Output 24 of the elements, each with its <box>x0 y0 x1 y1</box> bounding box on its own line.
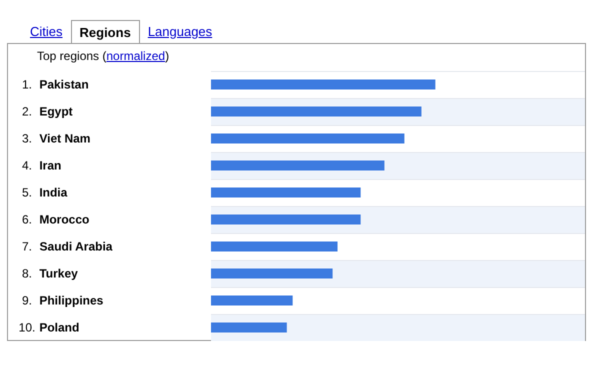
text: Cities <box>29 23 64 41</box>
text: Regions <box>70 20 140 44</box>
text: Languages <box>146 23 214 41</box>
bar <box>211 242 338 252</box>
y-tick-label: 8. Turkey <box>22 266 78 280</box>
text: Top regions (normalized) <box>37 49 170 63</box>
y-tick-label: 5. India <box>22 186 68 200</box>
bar <box>211 106 422 116</box>
y-tick-label: 4. Iran <box>22 158 62 172</box>
bar <box>211 160 384 170</box>
y-tick-label: 3. Viet Nam <box>22 132 90 146</box>
bar <box>211 134 404 144</box>
bar <box>211 80 436 90</box>
bar <box>211 322 287 332</box>
y-tick-label: 2. Egypt <box>22 104 73 118</box>
bar <box>211 188 361 198</box>
y-tick-label: 10. Poland <box>18 320 80 334</box>
y-tick-label: 1. Pakistan <box>22 78 89 92</box>
bar <box>211 296 293 306</box>
bar <box>211 214 361 224</box>
y-tick-label: 6. Morocco <box>22 212 90 226</box>
y-tick-label: 7. Saudi Arabia <box>22 240 113 254</box>
bar <box>211 268 333 278</box>
y-tick-label: 9. Philippines <box>22 294 104 308</box>
